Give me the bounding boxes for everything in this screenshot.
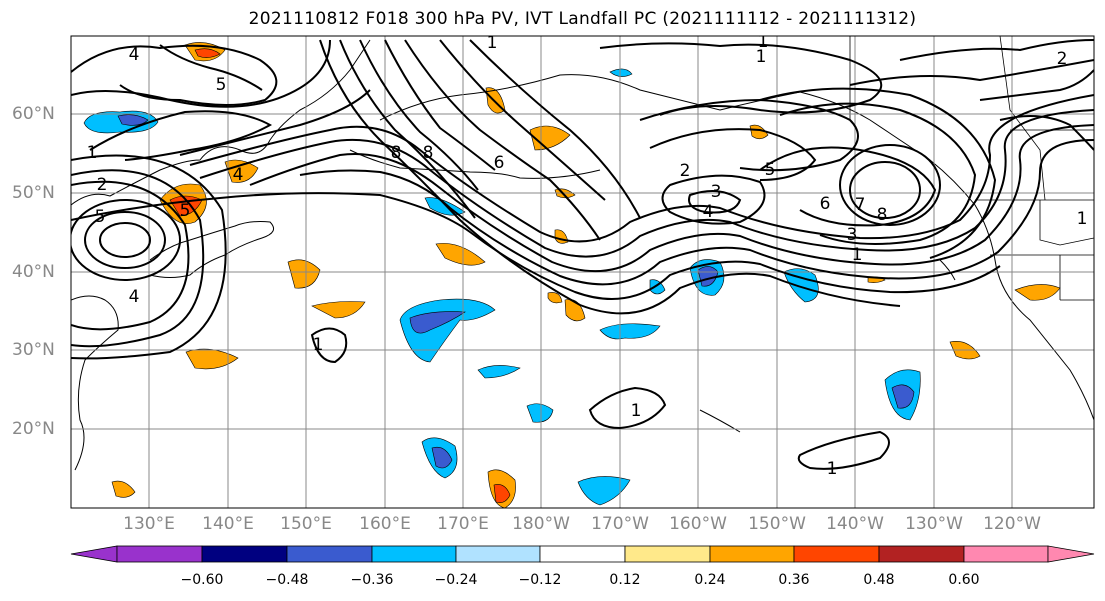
contour-label: 5: [95, 207, 106, 227]
contour-label: 5: [765, 160, 776, 180]
contour-label: 8: [423, 143, 434, 163]
colorbar-tick-label: −0.36: [350, 572, 394, 588]
contour-label: 3: [711, 182, 722, 202]
contour-label-layer: 4 5 1 2 5 5 4 4 8 8 6 2 3 4 5 6 7 8 3 1 …: [87, 32, 1088, 479]
colorbar-segment: [963, 545, 1049, 563]
contour-label: 7: [855, 195, 866, 215]
contour-label: 5: [216, 75, 227, 95]
colorbar-low-extension: [70, 545, 118, 563]
contour-label: 1: [87, 143, 98, 163]
colorbar-tick-label: 0.24: [694, 572, 726, 588]
map-title: 2021110812 F018 300 hPa PV, IVT Landfall…: [248, 9, 917, 29]
contour-label: 1: [852, 245, 863, 265]
colorbar-tick-label: −0.48: [265, 572, 309, 588]
lat-label: 30°N: [12, 340, 55, 360]
colorbar-tick-label: 0.12: [609, 572, 641, 588]
colorbar-high-extension: [1047, 545, 1095, 563]
lon-label: 170°E: [437, 514, 489, 534]
shaded-anomaly-layer: [83, 68, 921, 506]
lon-label: 160°E: [359, 514, 411, 534]
colorbar-segment: [201, 545, 288, 563]
colorbar-tick-label: 0.36: [778, 572, 810, 588]
colorbar-tick-label: 0.60: [948, 572, 980, 588]
lon-label: 150°W: [748, 514, 806, 534]
colorbar-tick-label: −0.12: [518, 572, 562, 588]
lon-label: 120°W: [983, 514, 1041, 534]
colorbar-segment: [878, 545, 965, 563]
lat-label: 60°N: [12, 104, 55, 124]
colorbar-tick-label: −0.60: [180, 572, 224, 588]
colorbar-segment: [286, 545, 373, 563]
colorbar-segment: [793, 545, 880, 563]
colorbar-segment: [371, 545, 457, 563]
pv-contour-layer: [71, 39, 1094, 470]
lon-label: 140°W: [826, 514, 884, 534]
contour-label: 2: [680, 161, 691, 181]
colorbar-tick-label: −0.24: [434, 572, 478, 588]
lon-label: 170°W: [591, 514, 649, 534]
contour-label: 1: [1077, 209, 1088, 229]
shaded-positive-layer: [111, 42, 1061, 508]
lon-label: 160°W: [669, 514, 727, 534]
colorbar-segment: [709, 545, 795, 563]
lon-label: 140°E: [202, 514, 254, 534]
contour-label: 1: [313, 335, 324, 355]
map-frame: [70, 35, 1095, 509]
contour-label: 3: [847, 225, 858, 245]
contour-label: 4: [703, 202, 714, 222]
contour-label: 1: [631, 401, 642, 421]
contour-label: 1: [487, 33, 498, 53]
lon-label: 130°E: [123, 514, 175, 534]
lat-label: 20°N: [12, 419, 55, 439]
contour-label: 1: [827, 459, 838, 479]
contour-label: 2: [97, 175, 108, 195]
contour-label: 4: [129, 287, 140, 307]
contour-label: 1: [756, 47, 767, 67]
contour-label: 8: [877, 205, 888, 225]
colorbar-segment: [624, 545, 711, 563]
contour-label: 4: [129, 45, 140, 65]
lon-label: 150°E: [280, 514, 332, 534]
colorbar: [70, 545, 1095, 563]
contour-label: 5: [180, 201, 191, 221]
contour-label: 4: [233, 165, 244, 185]
colorbar-tick-label: 0.48: [863, 572, 895, 588]
colorbar-segment: [116, 545, 203, 563]
lon-label: 180°W: [512, 514, 570, 534]
contour-label: 2: [1057, 49, 1068, 69]
contour-label: 6: [820, 194, 831, 214]
colorbar-segment: [455, 545, 541, 563]
contour-label: 8: [391, 143, 402, 163]
lon-label: 130°W: [905, 514, 963, 534]
contour-label: 6: [494, 153, 505, 173]
lat-label: 40°N: [12, 262, 55, 282]
gridlines: [71, 36, 1094, 508]
colorbar-segment: [539, 545, 626, 563]
contour-label: 1: [758, 32, 769, 52]
lat-label: 50°N: [12, 183, 55, 203]
